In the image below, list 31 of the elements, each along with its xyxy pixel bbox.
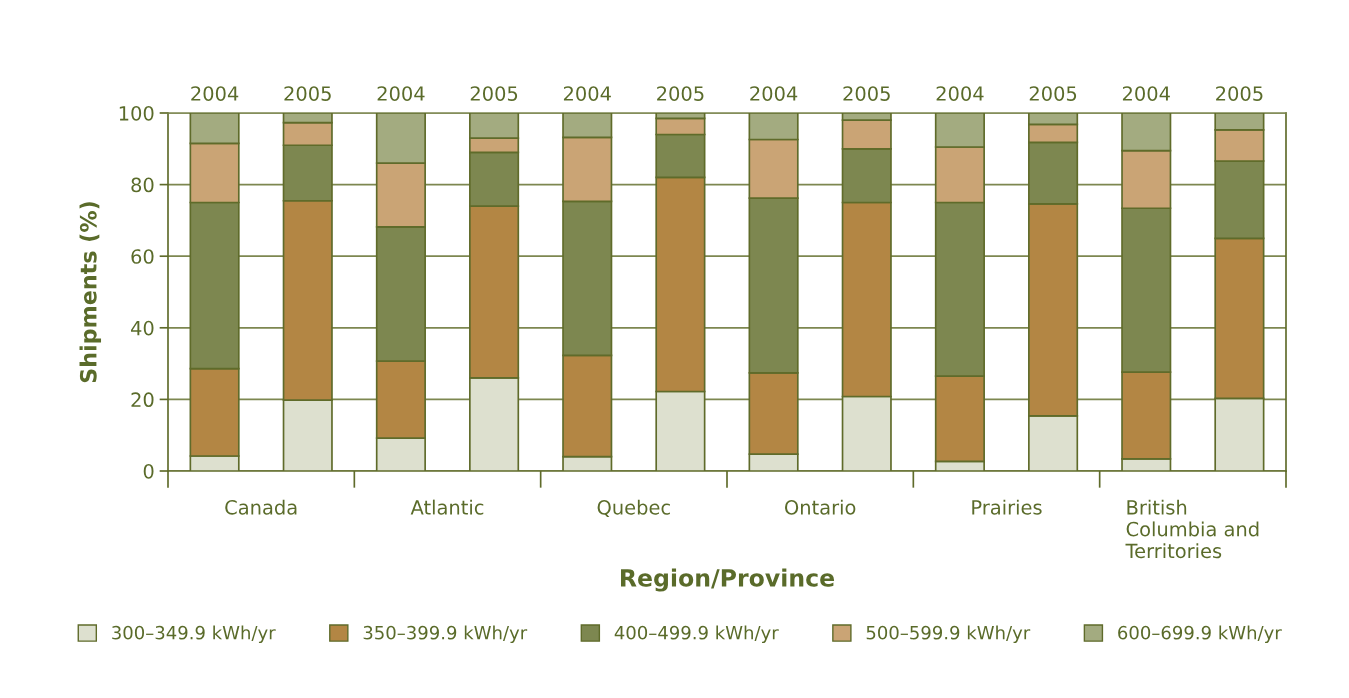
text: Ontario (785, 499, 856, 515)
y-tick-label: 40 (131, 320, 154, 336)
legend-label: 300–349.9 kWh/yr (112, 625, 276, 644)
y-tick-label: 100 (119, 105, 154, 121)
y-tick-label: 0 (143, 463, 154, 479)
text: Quebec (597, 499, 670, 517)
x-tick-label: 2005 (1029, 86, 1077, 101)
y-axis-title: Shipments (%) (79, 202, 102, 383)
x-axis-title: Region/Province (621, 568, 835, 592)
legend-label: 350–399.9 kWh/yr (363, 625, 528, 644)
x-tick-label: 2005 (470, 86, 518, 101)
legend-label: 400–499.9 kWh/yr (614, 625, 779, 644)
x-tick-label: 2004 (1122, 86, 1170, 101)
legend-label: 600–699.9 kWh/yr (1118, 625, 1282, 644)
y-tick-label: 80 (131, 177, 154, 193)
y-tick-label: 20 (131, 392, 154, 408)
x-tick-label: 2004 (191, 86, 239, 101)
y-tick-label: 60 (131, 249, 154, 264)
text: British Columbia and Territories (1125, 499, 1259, 559)
x-tick-label: 2005 (657, 86, 704, 101)
x-tick-label: 2005 (284, 86, 331, 101)
text: Prairies (972, 499, 1042, 515)
x-tick-label: 2004 (563, 86, 611, 101)
x-tick-label: 2004 (377, 86, 425, 101)
legend-label: 500–599.9 kWh/yr (866, 625, 1031, 644)
text: Canada (225, 499, 297, 515)
text: Atlantic (410, 499, 484, 515)
x-tick-label: 2004 (750, 86, 798, 101)
x-tick-label: 2004 (936, 86, 984, 101)
x-tick-label: 2005 (843, 86, 890, 101)
x-tick-label: 2005 (1216, 86, 1263, 101)
